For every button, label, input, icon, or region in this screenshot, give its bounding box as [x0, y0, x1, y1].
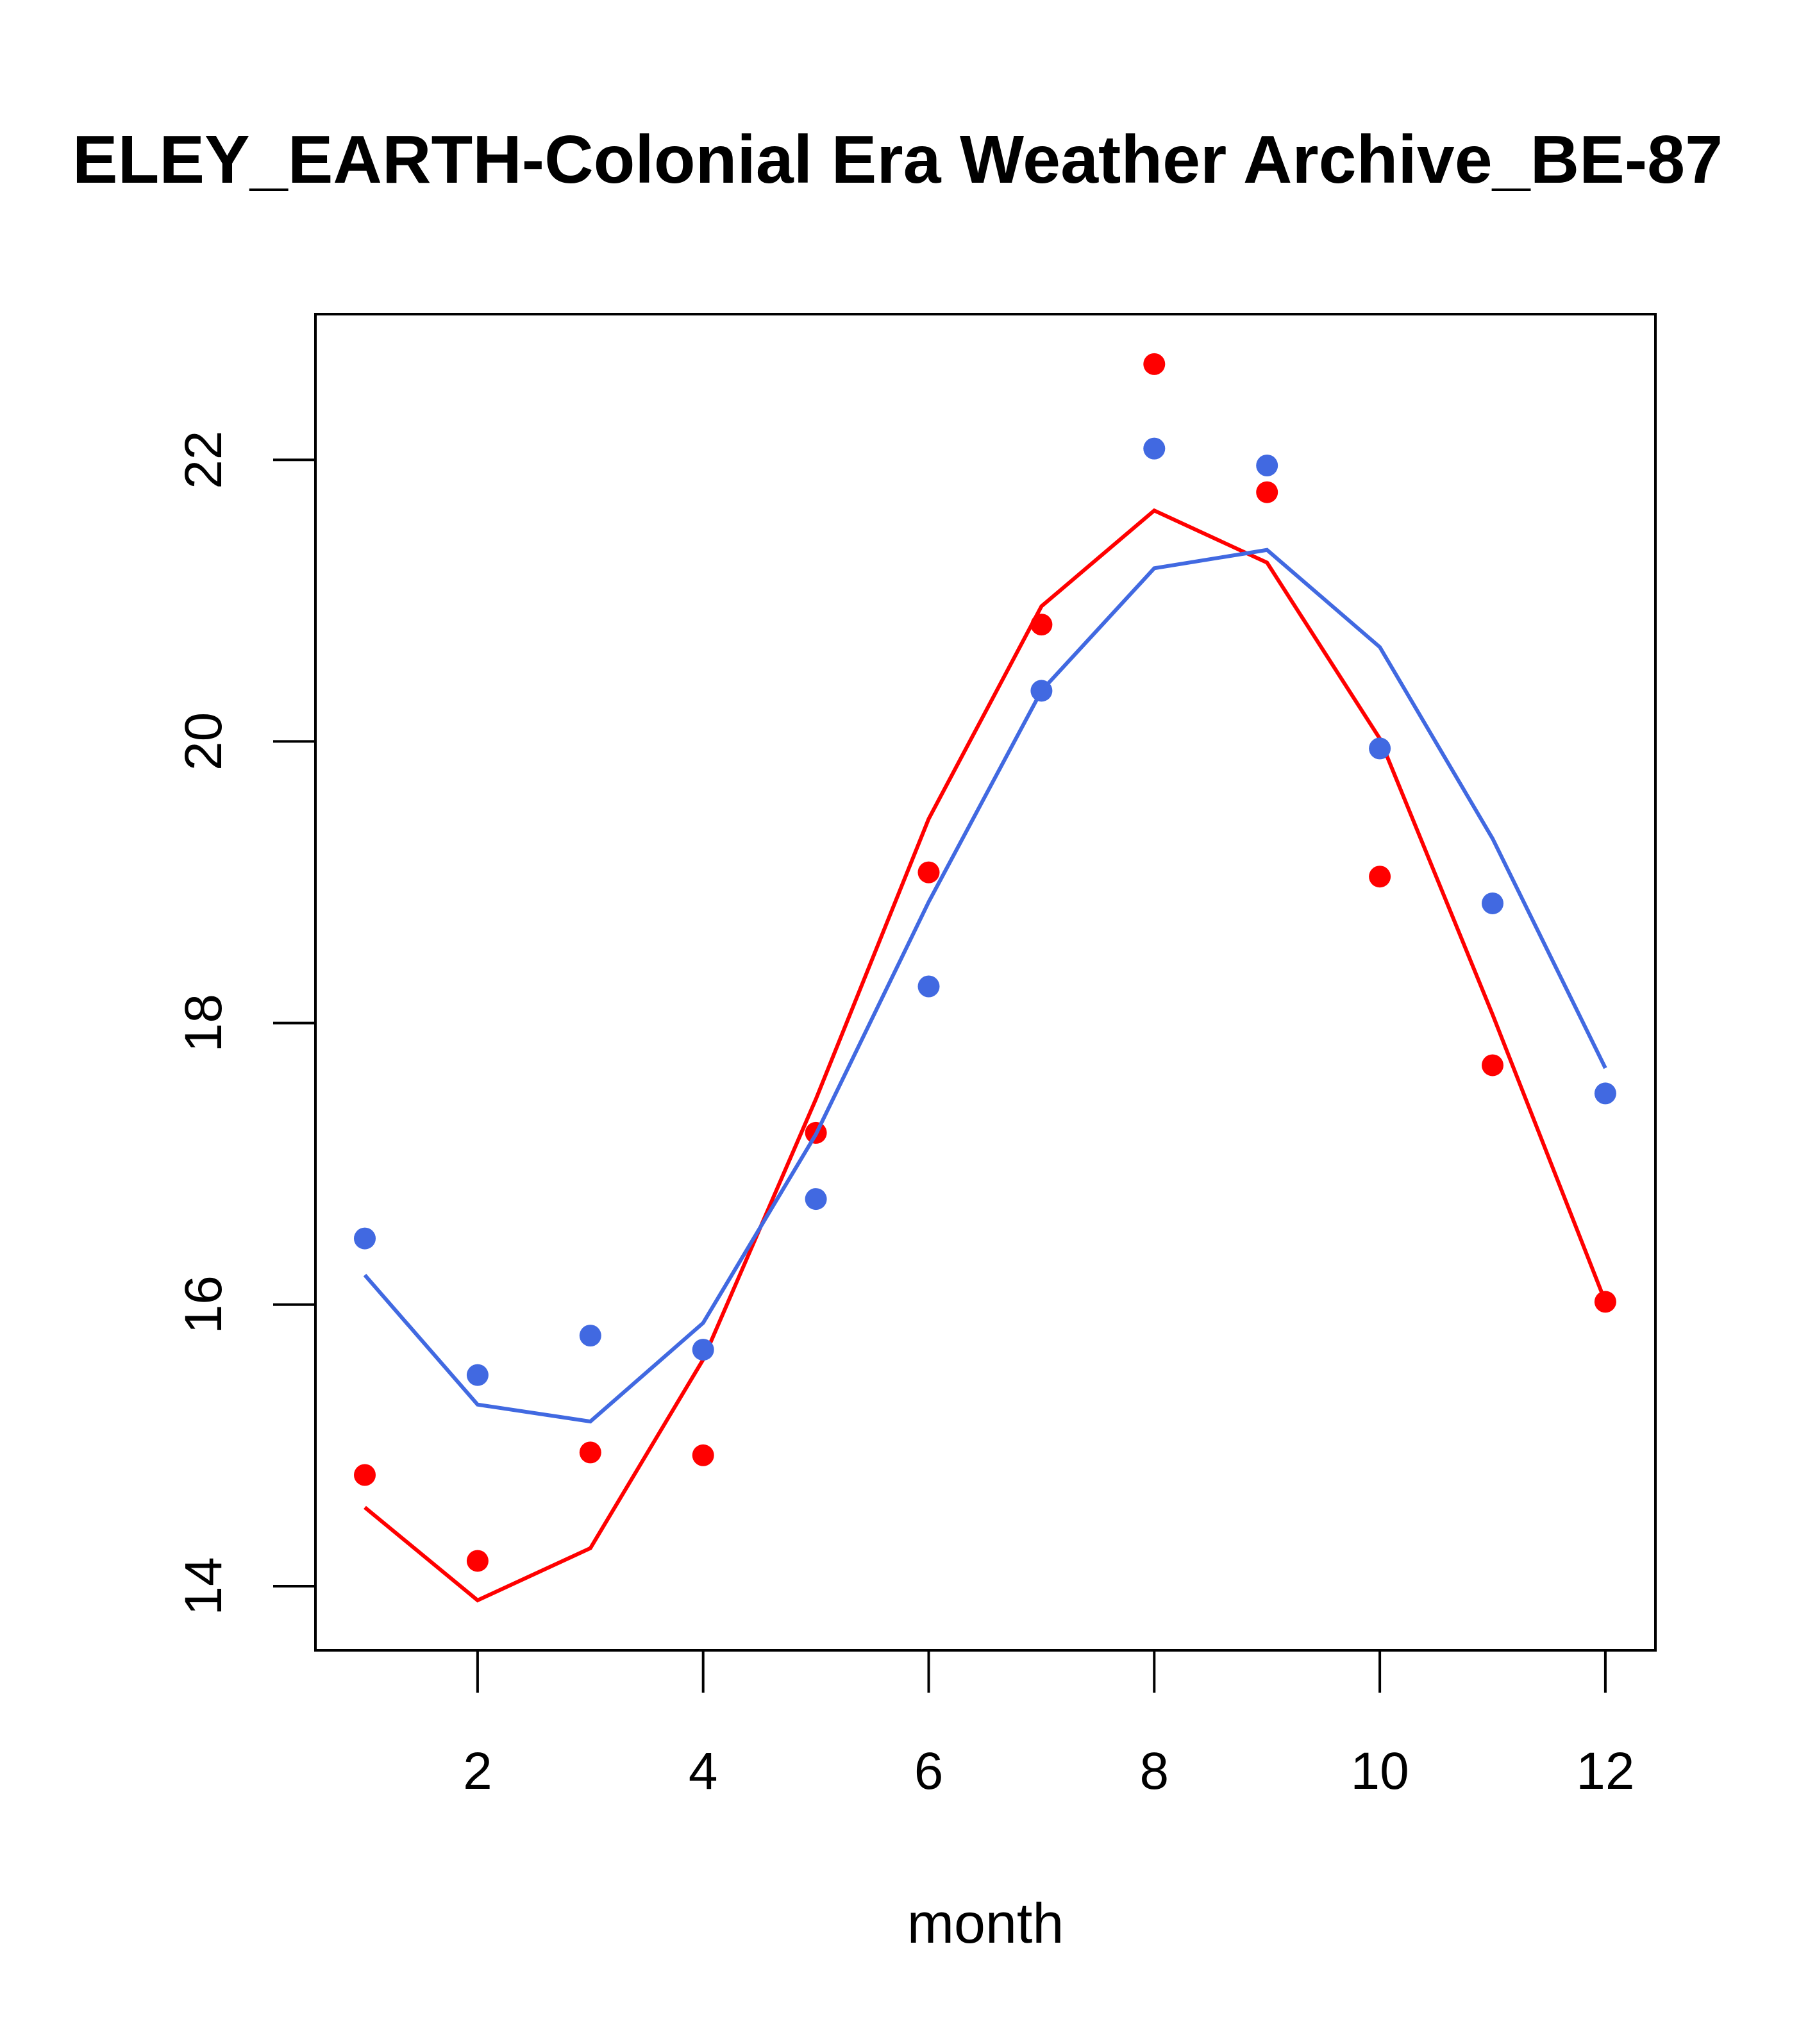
blue-point [805, 1188, 827, 1210]
x-tick-label: 2 [463, 1742, 492, 1800]
blue-point [1369, 737, 1391, 760]
y-tick-label: 16 [174, 1275, 233, 1334]
blue-point [354, 1227, 376, 1250]
y-tick-label: 18 [174, 994, 233, 1052]
y-tick-label: 20 [174, 712, 233, 771]
red-point [1143, 353, 1166, 375]
red-line-series [364, 508, 1607, 1603]
blue-point [1594, 1082, 1616, 1105]
y-tick-label: 14 [174, 1557, 233, 1615]
x-tick-label: 4 [689, 1742, 718, 1800]
blue-point [466, 1364, 489, 1386]
x-tick-label: 10 [1350, 1742, 1409, 1800]
x-axis-label: month [907, 1891, 1064, 1955]
chart-title: ELEY_EARTH-Colonial Era Weather Archive_… [72, 122, 1723, 197]
red-point [579, 1441, 601, 1464]
red-point [692, 1444, 714, 1466]
blue-point [1143, 437, 1166, 460]
x-tick-label: 6 [914, 1742, 944, 1800]
y-tick-label: 22 [174, 431, 233, 489]
red-point [1482, 1054, 1503, 1076]
x-tick-label: 8 [1139, 1742, 1169, 1800]
blue-point [1482, 892, 1503, 914]
x-axis: 2 4 6 8 10 12 [463, 1649, 1635, 1800]
y-axis: 14 16 18 20 22 [174, 431, 317, 1616]
red-point [466, 1550, 489, 1572]
blue-point [579, 1325, 601, 1347]
blue-point [917, 975, 940, 998]
red-point [1256, 481, 1278, 503]
red-point [1369, 866, 1391, 888]
blue-line-series [363, 548, 1607, 1424]
blue-point [692, 1339, 714, 1361]
x-tick-label: 12 [1576, 1742, 1634, 1800]
red-point [917, 861, 940, 884]
series-layer [354, 353, 1616, 1603]
red-point [354, 1464, 376, 1486]
blue-point [1256, 454, 1278, 476]
plot-frame [314, 313, 1657, 1652]
